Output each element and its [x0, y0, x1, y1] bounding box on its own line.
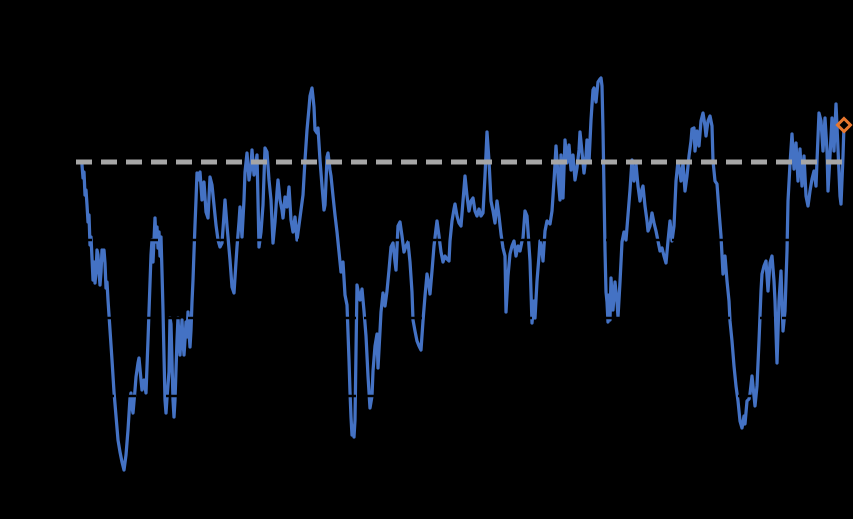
endpoint-marker-diamond — [835, 116, 853, 134]
series-layer — [80, 76, 846, 472]
series-line — [80, 76, 846, 472]
marker-layer — [835, 116, 853, 134]
gridlines-layer — [78, 238, 850, 398]
